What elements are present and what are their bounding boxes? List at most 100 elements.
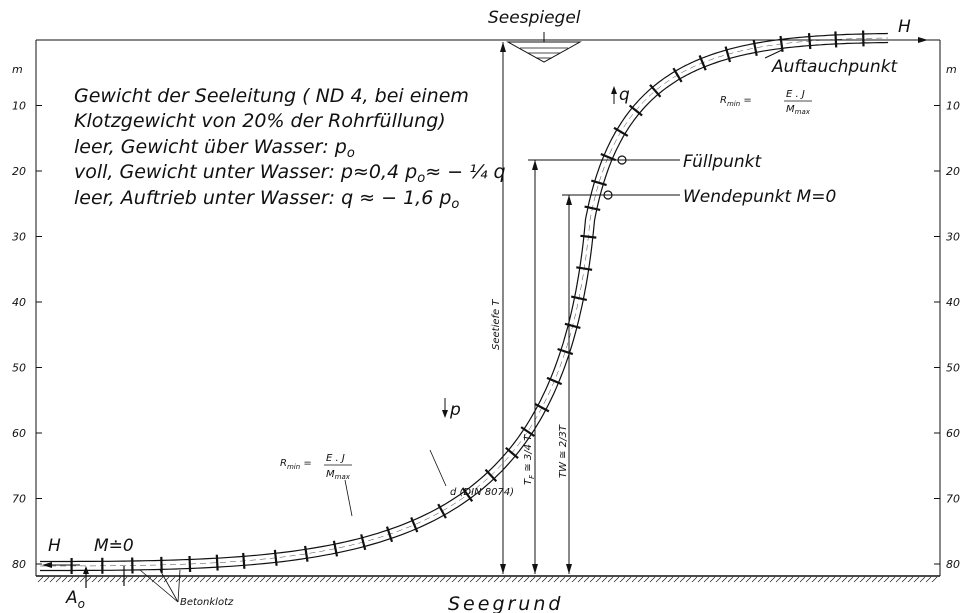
pipe-collar: [462, 487, 474, 502]
depth-tick-right: 70: [946, 493, 960, 506]
rmin-formula-upper: Rmin = E . J Mmax: [720, 89, 812, 116]
depth-tick-left: 50: [12, 362, 26, 375]
pipe-collar: [590, 179, 607, 187]
wendepunkt-label: Wendepunkt M=0: [683, 187, 836, 207]
tf-dimension: [528, 159, 680, 574]
pipe-collar: [188, 555, 192, 573]
betonklotz-leaders: [139, 569, 181, 603]
betonklotz-label: Betonklotz: [180, 597, 234, 608]
pipe-collar: [242, 552, 246, 569]
depth-tick-left: 20: [12, 165, 26, 178]
seespiegel-label: Seespiegel: [488, 8, 581, 28]
svg-text:Mmax: Mmax: [786, 104, 811, 116]
q-arrow: [611, 86, 617, 104]
svg-text:Rmin =: Rmin =: [720, 95, 752, 108]
svg-text:E . J: E . J: [786, 89, 805, 100]
d-din-label: d (DIN 8074): [450, 487, 514, 498]
fuellpunkt-label: Füllpunkt: [683, 152, 762, 172]
pipe-collar: [834, 31, 838, 48]
pipe-wall-lower: [40, 41, 889, 572]
pipe-collar: [613, 126, 629, 137]
legend-line-1: Gewicht der Seeleitung ( ND 4, bei einem: [74, 85, 469, 107]
q-label: q: [619, 85, 630, 105]
pipe-collar: [649, 84, 662, 98]
h-right-arrow: [880, 37, 928, 43]
pipe-collar: [332, 540, 339, 557]
seetiefe-label: Seetiefe T: [491, 299, 502, 350]
d-din-leader: [429, 449, 447, 487]
tf-label: TF ≅ 3/4 T: [523, 434, 536, 485]
pipe-collar: [584, 205, 601, 211]
auftauchpunkt-label: Auftauchpunkt: [771, 57, 899, 77]
depth-tick-left: 10: [12, 100, 26, 113]
depth-tick-left: 80: [12, 558, 26, 571]
pipe-collar: [410, 516, 419, 533]
pipe-collar: [576, 266, 593, 271]
svg-text:E . J: E . J: [326, 453, 345, 464]
tw-dimension: [562, 194, 680, 574]
rmin-formula-lower: Rmin = E . J Mmax: [280, 453, 353, 517]
pipe-collar: [557, 347, 574, 356]
depth-tick-right: 40: [946, 296, 960, 309]
pipe-collar: [484, 468, 498, 483]
seabed-hatching: [37, 576, 938, 583]
pipe-wall-upper: [40, 32, 888, 563]
pipe-collar: [215, 554, 219, 571]
pipeline: [40, 30, 889, 574]
pipe-collar: [520, 426, 535, 437]
depth-ticks: 10 10 20 20 30 30 40 40 50 50 60 60 70 70 80 80: [12, 100, 960, 572]
pipe-collar: [564, 322, 581, 329]
h-left-arrow: [42, 562, 80, 568]
depth-tick-left: 70: [12, 493, 26, 506]
pipe-collar: [534, 402, 550, 413]
pipe-collar: [628, 104, 643, 117]
legend-line-5: leer, Auftrieb unter Wasser: q ≈ − 1,6 p…: [74, 187, 459, 212]
pipe-collar: [807, 33, 812, 50]
depth-tick-right: 10: [946, 100, 960, 113]
pipe-collar: [724, 46, 732, 63]
pipe-collar: [600, 152, 617, 162]
pipe-collar: [385, 526, 394, 543]
depth-tick-left: 30: [12, 231, 26, 244]
pipe-collar: [273, 549, 278, 566]
auftauchpunkt-leader: [764, 49, 783, 59]
seegrund-label: Seegrund: [448, 593, 563, 613]
depth-tick-left: 40: [12, 296, 26, 309]
unit-right: m: [946, 63, 957, 76]
water-level-symbol: [506, 32, 582, 63]
unit-left: m: [12, 63, 23, 76]
legend-line-4: voll, Gewicht unter Wasser: p≈0,4 po≈ − …: [74, 161, 506, 186]
depth-tick-right: 20: [946, 165, 960, 178]
depth-tick-right: 80: [946, 558, 960, 571]
p-label: p: [449, 400, 461, 420]
pipe-axis: [40, 37, 889, 567]
h-left-label: H: [48, 536, 61, 556]
pipe-collar: [505, 446, 519, 459]
a0-arrowhead: [83, 566, 89, 574]
pipe-collar: [752, 39, 758, 57]
p-arrow: [442, 398, 448, 418]
svg-text:Mmax: Mmax: [326, 469, 351, 481]
m0-label: M≐0: [94, 536, 134, 556]
pipe-collar: [437, 503, 447, 519]
seetiefe-dimension: [500, 42, 506, 574]
h-right-label: H: [898, 17, 911, 37]
depth-tick-right: 30: [946, 231, 960, 244]
depth-tick-left: 60: [12, 427, 26, 440]
legend-line-2: Klotzgewicht von 20% der Rohrfüllung): [74, 110, 446, 132]
depth-tick-right: 60: [946, 427, 960, 440]
tw-label: TW ≅ 2/3T: [558, 424, 569, 478]
depth-tick-right: 50: [946, 362, 960, 375]
legend-line-3: leer, Gewicht über Wasser: po: [74, 136, 355, 161]
pipe-collar: [570, 295, 588, 301]
pipe-collar: [779, 35, 784, 52]
pipe-collar: [580, 234, 597, 239]
svg-text:Rmin =: Rmin =: [280, 458, 312, 471]
pipe-collar: [360, 534, 367, 551]
pipe-collar: [546, 376, 563, 386]
a0-label: Ao: [65, 588, 85, 611]
pipe-collar: [304, 545, 309, 562]
pipe-collar: [672, 67, 683, 83]
pipe-collar: [698, 54, 707, 71]
